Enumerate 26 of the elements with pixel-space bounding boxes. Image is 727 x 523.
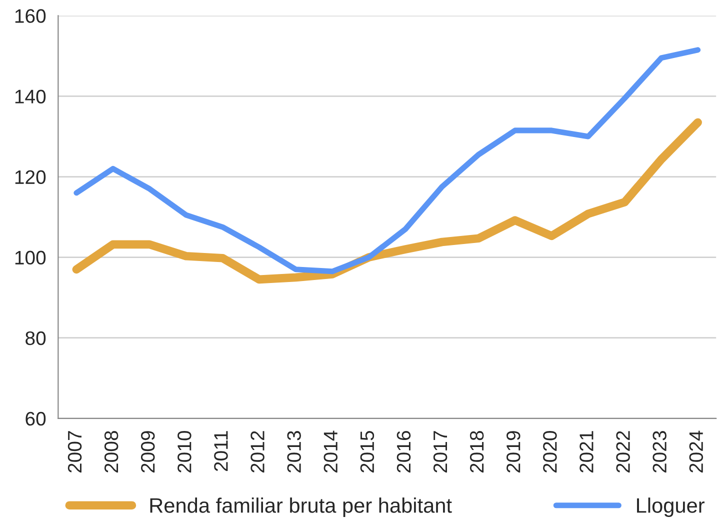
x-tick-label: 2018 [470, 431, 484, 472]
legend-label: Renda familiar bruta per habitant [150, 498, 452, 517]
x-tick-label: 2007 [68, 431, 82, 472]
x-tick-label: 2008 [104, 431, 118, 472]
y-tick-label: 60 [26, 412, 46, 426]
x-tick-label: 2011 [214, 431, 228, 472]
x-tick-label: 2019 [506, 431, 520, 472]
x-tick-label: 2022 [616, 431, 630, 472]
y-tick-label: 100 [15, 250, 46, 265]
y-tick-label: 80 [26, 331, 46, 346]
x-tick-label: 2020 [543, 430, 557, 472]
x-tick-label: 2009 [140, 431, 155, 472]
y-tick-label: 120 [15, 170, 46, 184]
y-tick-label: 160 [15, 9, 46, 23]
y-tick-label: 140 [15, 90, 46, 104]
x-tick-label: 2013 [287, 431, 301, 472]
x-tick-label: 2012 [250, 431, 264, 472]
x-tick-label: 2017 [433, 431, 448, 472]
x-tick-label: 2015 [360, 431, 374, 472]
legend-label: Lloguer [637, 498, 704, 517]
x-tick-label: 2014 [324, 430, 338, 472]
x-tick-label: 2023 [652, 431, 666, 472]
x-tick-label: 2021 [580, 431, 594, 472]
x-tick-label: 2024 [689, 430, 704, 472]
x-tick-label: 2016 [396, 431, 411, 472]
x-tick-label: 2010 [178, 430, 192, 472]
